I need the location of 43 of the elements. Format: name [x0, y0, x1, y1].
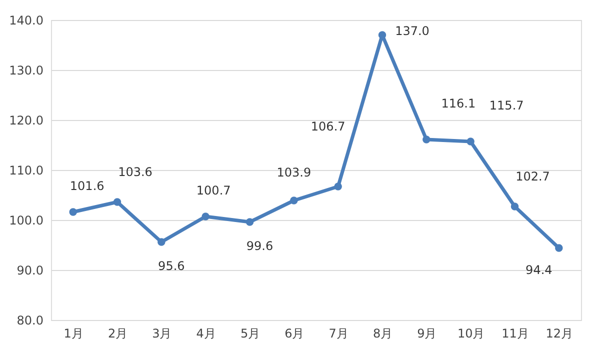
x-tick-label: 10月 — [457, 326, 485, 340]
point — [555, 244, 563, 252]
y-tick-label: 80.0 — [16, 314, 44, 328]
text: 102.7 — [516, 170, 550, 184]
point — [466, 138, 474, 146]
x-tick-label: 8月 — [372, 326, 393, 340]
text: 100.7 — [196, 184, 231, 198]
text: 101.6 — [70, 179, 104, 193]
x-tick-label: 7月 — [328, 326, 348, 340]
y-tick-label: 100.0 — [9, 214, 44, 228]
text: 106.7 — [310, 120, 346, 134]
text: 95.6 — [158, 259, 185, 273]
y-tick-label: 90.0 — [16, 264, 44, 278]
x-tick-label: 5月 — [240, 326, 260, 340]
y-tick-label: 110.0 — [9, 164, 44, 178]
point — [378, 31, 386, 39]
point — [334, 182, 342, 190]
point — [510, 202, 519, 210]
x-tick-label: 12月 — [546, 326, 574, 340]
point — [246, 218, 254, 226]
point — [422, 136, 430, 144]
y-tick-label: 140.0 — [9, 14, 44, 28]
text: 94.4 — [526, 263, 552, 277]
point — [158, 238, 166, 246]
text: 116.1 — [441, 96, 476, 110]
x-tick-label: 4月 — [196, 326, 216, 340]
point — [202, 212, 210, 220]
text: 103.6 — [118, 165, 152, 179]
text: 115.7 — [489, 98, 524, 112]
x-tick-label: 9月 — [417, 326, 437, 340]
point — [113, 198, 122, 206]
x-tick-label: 3月 — [152, 326, 172, 340]
point — [290, 196, 298, 204]
x-tick-label: 11月 — [502, 326, 529, 340]
point — [69, 208, 77, 216]
text: 103.9 — [276, 166, 312, 180]
x-tick-label: 2月 — [108, 326, 128, 340]
x-tick-label: 6月 — [284, 326, 304, 340]
text: 99.6 — [246, 239, 274, 253]
y-tick-label: 120.0 — [9, 114, 44, 128]
text: 137.0 — [395, 24, 430, 38]
x-tick-label: 1月 — [64, 326, 84, 340]
y-tick-label: 130.0 — [9, 64, 44, 78]
